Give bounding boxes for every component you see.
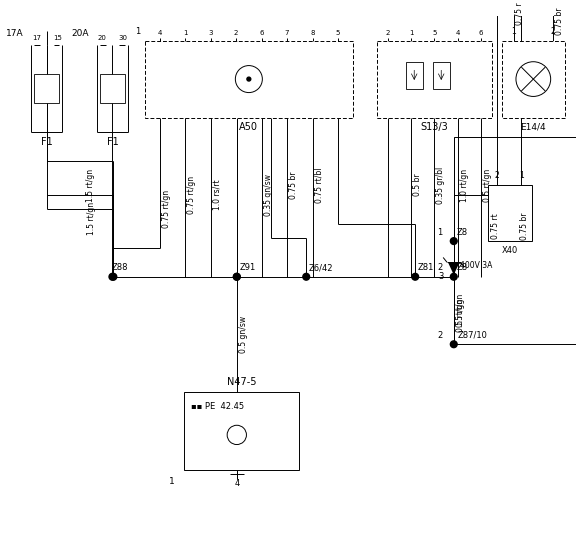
Text: 15: 15 [53,34,62,40]
Text: N47-5: N47-5 [227,376,256,387]
Bar [432,62,450,89]
Text: ▪▪ PE  42.45: ▪▪ PE 42.45 [191,402,244,411]
Text: 0.5 rt/gn: 0.5 rt/gn [456,299,464,332]
Circle shape [247,77,251,81]
Text: 0.75 r: 0.75 r [516,2,524,25]
Text: A50: A50 [239,122,258,133]
Text: 5: 5 [432,30,436,35]
Text: 0.75 br: 0.75 br [555,8,564,35]
Text: Z91: Z91 [240,263,256,272]
Text: 2: 2 [551,27,555,35]
Circle shape [303,273,310,280]
Bar [100,74,125,103]
Circle shape [412,273,418,280]
Circle shape [450,273,457,280]
Text: 1: 1 [183,30,187,35]
Text: Z87/10: Z87/10 [457,331,488,340]
Text: F1: F1 [107,137,118,147]
Text: 0.75 rt/bl: 0.75 rt/bl [314,168,324,203]
Text: 2: 2 [386,30,391,35]
Text: 0.35 gr/bl: 0.35 gr/bl [436,166,445,204]
Text: 2: 2 [437,331,442,340]
Circle shape [233,273,240,280]
Text: 5: 5 [336,30,340,35]
Bar [406,62,423,89]
Text: 0.35 gn/sw: 0.35 gn/sw [264,174,272,216]
Text: 4: 4 [234,479,239,488]
Text: 0.75 rt: 0.75 rt [491,214,500,240]
Text: 2: 2 [495,171,499,180]
Text: 17: 17 [32,34,41,40]
Bar [145,40,353,118]
Polygon shape [448,262,460,275]
Text: Z81: Z81 [418,263,434,272]
Text: 8: 8 [310,30,315,35]
Text: 1: 1 [437,228,442,237]
Text: Z88: Z88 [111,263,128,272]
Text: 0.5 rt/gn: 0.5 rt/gn [482,169,492,202]
Text: 17A: 17A [6,28,24,38]
Text: 1.0 rs/rt: 1.0 rs/rt [212,179,222,210]
Text: 6: 6 [478,30,483,35]
Text: 30: 30 [119,34,127,40]
Bar [377,40,492,118]
Text: 1: 1 [511,27,516,35]
Text: 2: 2 [437,263,442,272]
Circle shape [450,341,457,347]
Text: 6: 6 [260,30,264,35]
Text: 4: 4 [158,30,162,35]
Text: 0.75 br: 0.75 br [520,213,528,241]
Text: 1.0 rt/gn: 1.0 rt/gn [460,169,469,202]
Text: Z8: Z8 [457,263,468,272]
Text: S13/3: S13/3 [421,122,448,133]
Bar [184,393,300,470]
Text: 0.75 rt/gn: 0.75 rt/gn [162,190,171,228]
Circle shape [110,273,117,280]
Text: 0.5 br: 0.5 br [413,174,423,197]
Text: 3: 3 [439,272,444,281]
Text: Z6/42: Z6/42 [309,263,333,272]
Text: F1: F1 [41,137,53,147]
Text: 4: 4 [456,30,460,35]
Text: 3: 3 [208,30,213,35]
Circle shape [227,425,246,445]
Bar [34,74,59,103]
Text: 0.75 rt/gn: 0.75 rt/gn [187,176,196,214]
Text: 20: 20 [97,34,107,40]
Text: X40: X40 [502,246,518,255]
Text: 1: 1 [519,171,524,180]
Text: 1: 1 [169,477,175,487]
Text: 0.5 rt/gn: 0.5 rt/gn [456,294,464,327]
Text: 0.5 gn/sw: 0.5 gn/sw [239,316,248,353]
Text: 7: 7 [285,30,289,35]
Text: E14/4: E14/4 [520,122,546,132]
Circle shape [450,238,457,244]
Text: 1.5 rt/gn: 1.5 rt/gn [86,169,95,202]
Text: 1: 1 [135,27,140,35]
Text: 1.5 rt/gn: 1.5 rt/gn [87,202,95,235]
Text: 400V 3A: 400V 3A [460,260,492,270]
Text: 2: 2 [234,30,238,35]
Circle shape [516,62,551,97]
Text: 1: 1 [409,30,414,35]
Circle shape [233,273,240,280]
Text: 20A: 20A [72,28,89,38]
Bar [488,185,532,241]
Text: Z8: Z8 [457,228,468,237]
Text: 0.75 br: 0.75 br [289,171,298,199]
Circle shape [235,66,262,92]
Circle shape [109,273,116,280]
Bar [502,40,565,118]
